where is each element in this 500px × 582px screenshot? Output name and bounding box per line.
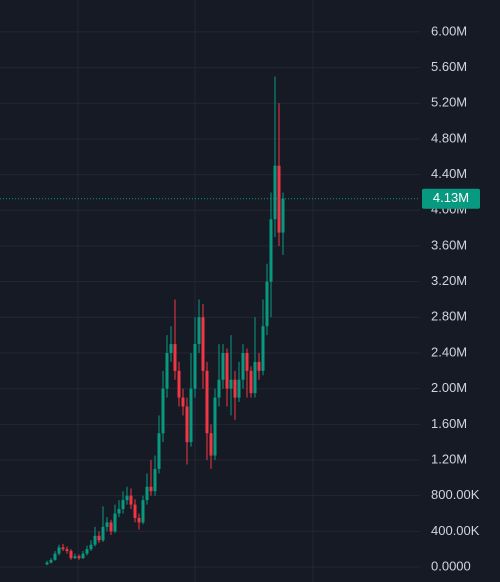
candle-body [161, 388, 165, 434]
candle-body [281, 198, 285, 233]
y-tick-label: 6.00M [431, 23, 467, 38]
candle-body [181, 397, 185, 407]
candle-body [73, 556, 77, 559]
candle-body [149, 486, 153, 492]
y-tick-label: 3.60M [431, 237, 467, 252]
candle-body [229, 379, 233, 389]
candle-body [169, 344, 173, 353]
candle-body [245, 352, 249, 371]
candle-body [217, 379, 221, 398]
y-tick-label: 4.40M [431, 166, 467, 181]
y-tick-label: 800.00K [431, 487, 480, 502]
candle-body [61, 547, 65, 550]
candle-body [185, 406, 189, 443]
candle-body [69, 550, 73, 559]
y-tick-label: 5.60M [431, 59, 467, 74]
y-tick-label: 0.0000 [431, 558, 471, 573]
last-price-label: 4.13M [433, 190, 469, 205]
candle-body [45, 562, 49, 565]
candle-body [93, 535, 97, 545]
candle-body [197, 317, 201, 345]
candle-body [213, 397, 217, 456]
candle-body [77, 556, 81, 559]
y-tick-label: 1.20M [431, 451, 467, 466]
y-tick-label: 2.00M [431, 380, 467, 395]
y-tick-label: 400.00K [431, 523, 480, 538]
candle-body [133, 504, 137, 518]
candle-body [233, 379, 237, 398]
candle-body [53, 553, 57, 560]
candle-body [253, 361, 257, 394]
candle-body [121, 500, 125, 510]
candle-body [225, 352, 229, 389]
candle-body [49, 559, 53, 563]
candle-body [145, 486, 149, 501]
candle-body [237, 379, 241, 398]
candle-body [109, 522, 113, 532]
candle-body [117, 509, 121, 514]
candle-body [101, 526, 105, 541]
candle-body [157, 433, 161, 469]
candle-body [193, 344, 197, 389]
candle-body [177, 370, 181, 398]
candle-body [137, 517, 141, 523]
candle-body [113, 513, 117, 532]
candle-body [257, 361, 261, 371]
candle-body [89, 544, 93, 550]
candle-body [265, 281, 269, 327]
y-tick-label: 2.80M [431, 309, 467, 324]
candle-body [221, 352, 225, 380]
y-tick-label: 2.40M [431, 344, 467, 359]
candle-body [85, 549, 89, 554]
candle-body [97, 535, 101, 541]
candle-body [65, 549, 69, 551]
y-tick-label: 3.20M [431, 273, 467, 288]
candle-body [273, 165, 277, 220]
candle-body [153, 468, 157, 492]
candle-body [249, 370, 253, 394]
candle-body [57, 547, 61, 554]
candle-body [189, 388, 193, 443]
candle-body [173, 344, 177, 371]
candle-body [105, 522, 109, 527]
last-price-box [422, 188, 480, 209]
candle-body [269, 219, 273, 282]
candle-body [81, 553, 85, 559]
y-tick-label: 1.60M [431, 416, 467, 431]
candle-body [165, 352, 169, 389]
y-tick-label: 5.20M [431, 95, 467, 110]
candle-body [209, 433, 213, 456]
candle-body [205, 370, 209, 434]
candle-body [241, 352, 245, 380]
candle-body [201, 317, 205, 371]
candle-body [261, 326, 265, 371]
candle-body [141, 500, 145, 523]
y-tick-label: 4.80M [431, 130, 467, 145]
candle-body [125, 495, 129, 501]
candle-body [129, 495, 133, 505]
